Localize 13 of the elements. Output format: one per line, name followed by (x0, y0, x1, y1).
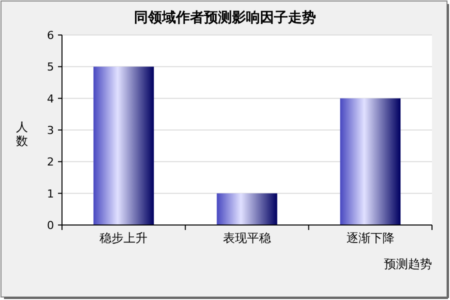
y-tick-label: 1 (47, 187, 54, 200)
y-tick-label: 0 (47, 219, 54, 232)
x-axis-title: 预测趋势 (384, 257, 432, 271)
x-tick-label: 稳步上升 (100, 231, 148, 245)
y-tick-label: 4 (47, 92, 54, 106)
y-tick-label: 6 (47, 29, 54, 42)
x-tick-label: 表现平稳 (223, 231, 271, 245)
chart-title: 同领域作者预测影响因子走势 (134, 10, 316, 26)
x-tick-label: 逐渐下降 (346, 231, 394, 245)
y-tick-label: 3 (47, 124, 54, 137)
y-tick-label: 2 (47, 156, 54, 169)
y-axis-title: 人数 (16, 120, 28, 148)
y-tick-label: 5 (47, 60, 54, 74)
